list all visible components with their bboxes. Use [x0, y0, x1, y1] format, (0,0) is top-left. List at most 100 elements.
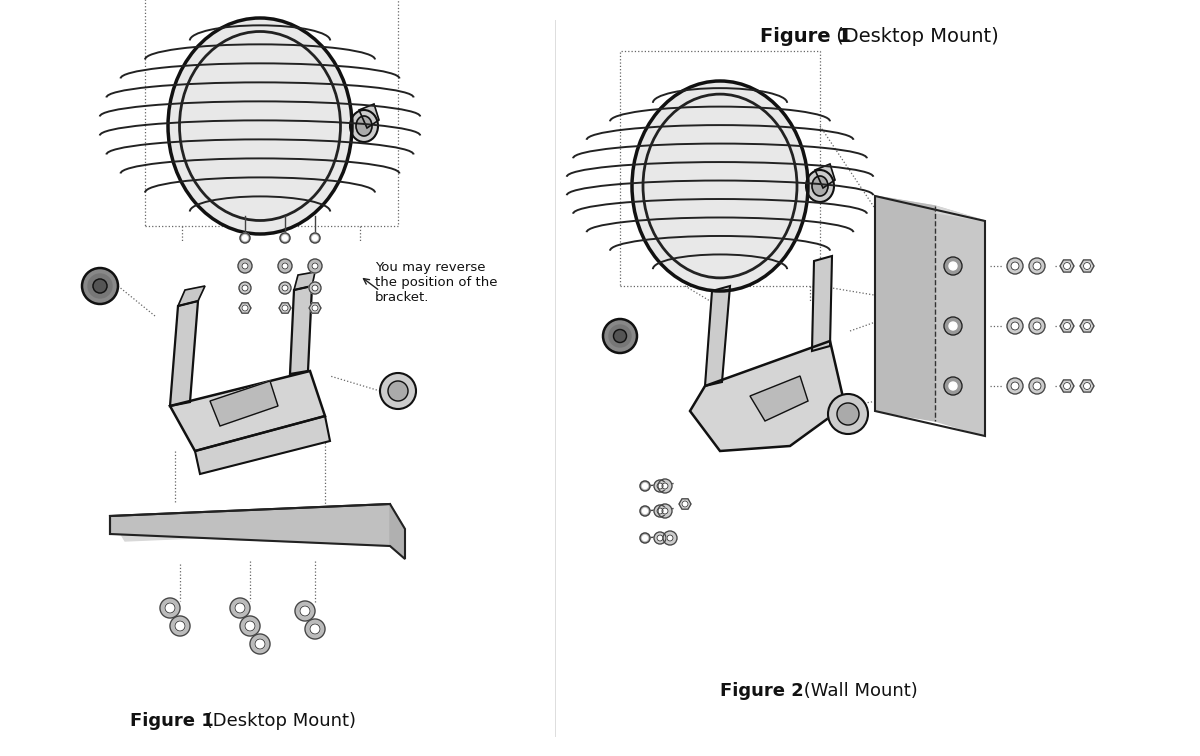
Circle shape	[278, 282, 292, 294]
Circle shape	[828, 394, 868, 434]
Circle shape	[682, 501, 688, 507]
Ellipse shape	[82, 268, 118, 304]
Text: (Desktop Mount): (Desktop Mount)	[830, 26, 998, 45]
Circle shape	[658, 479, 672, 493]
Circle shape	[662, 531, 677, 545]
Polygon shape	[239, 303, 251, 313]
Circle shape	[654, 505, 666, 517]
Circle shape	[1063, 323, 1070, 330]
Ellipse shape	[168, 18, 352, 234]
Polygon shape	[1080, 380, 1094, 392]
Circle shape	[278, 259, 292, 273]
Circle shape	[242, 236, 247, 240]
Circle shape	[658, 535, 662, 541]
Polygon shape	[290, 286, 312, 374]
Circle shape	[1010, 382, 1019, 390]
Circle shape	[300, 606, 310, 616]
Circle shape	[1007, 318, 1022, 334]
Circle shape	[312, 263, 318, 269]
Circle shape	[949, 262, 958, 270]
Polygon shape	[1060, 320, 1074, 332]
Circle shape	[944, 257, 962, 275]
Circle shape	[282, 236, 288, 240]
Circle shape	[642, 484, 648, 488]
Circle shape	[308, 259, 322, 273]
Circle shape	[642, 535, 648, 541]
Circle shape	[380, 373, 416, 409]
Polygon shape	[706, 286, 730, 386]
Circle shape	[1010, 322, 1019, 330]
Ellipse shape	[812, 176, 828, 196]
Circle shape	[658, 508, 662, 514]
Circle shape	[944, 377, 962, 395]
Circle shape	[1033, 322, 1042, 330]
Circle shape	[282, 263, 288, 269]
Circle shape	[640, 533, 650, 543]
Circle shape	[642, 509, 648, 513]
Circle shape	[1030, 258, 1045, 274]
Polygon shape	[935, 206, 985, 436]
Circle shape	[160, 598, 180, 618]
Circle shape	[388, 381, 408, 401]
Ellipse shape	[613, 330, 626, 342]
Circle shape	[242, 305, 248, 311]
Text: (Desktop Mount): (Desktop Mount)	[200, 712, 356, 730]
Polygon shape	[359, 104, 379, 128]
Circle shape	[170, 616, 190, 636]
Text: Figure 2: Figure 2	[720, 682, 804, 700]
Circle shape	[1007, 258, 1022, 274]
Circle shape	[240, 616, 260, 636]
Text: Figure 1: Figure 1	[130, 712, 214, 730]
Circle shape	[310, 282, 322, 294]
Polygon shape	[178, 286, 205, 306]
Polygon shape	[110, 504, 406, 541]
Circle shape	[175, 621, 185, 631]
Text: Figure 1: Figure 1	[760, 26, 851, 45]
Circle shape	[310, 233, 320, 243]
Circle shape	[640, 481, 650, 491]
Polygon shape	[390, 504, 406, 559]
Circle shape	[240, 233, 250, 243]
Polygon shape	[310, 303, 322, 313]
Circle shape	[295, 601, 314, 621]
Ellipse shape	[94, 279, 107, 293]
Circle shape	[658, 483, 662, 489]
Polygon shape	[750, 376, 808, 421]
Polygon shape	[1080, 260, 1094, 272]
Circle shape	[662, 508, 668, 514]
Circle shape	[230, 598, 250, 618]
Circle shape	[838, 403, 859, 425]
Circle shape	[949, 322, 958, 330]
Circle shape	[312, 285, 318, 291]
Circle shape	[1030, 318, 1045, 334]
Polygon shape	[679, 499, 691, 510]
Polygon shape	[194, 416, 330, 474]
Circle shape	[245, 621, 256, 631]
Circle shape	[235, 603, 245, 613]
Circle shape	[658, 504, 672, 518]
Polygon shape	[210, 381, 278, 426]
Circle shape	[640, 506, 650, 516]
Circle shape	[1063, 383, 1070, 389]
Circle shape	[250, 634, 270, 654]
Circle shape	[949, 382, 958, 390]
Circle shape	[667, 535, 673, 541]
Circle shape	[1063, 262, 1070, 269]
Circle shape	[1033, 382, 1042, 390]
Polygon shape	[812, 256, 832, 351]
Circle shape	[239, 282, 251, 294]
Circle shape	[1084, 383, 1091, 389]
Ellipse shape	[356, 116, 372, 136]
Circle shape	[166, 603, 175, 613]
Polygon shape	[110, 504, 390, 546]
Circle shape	[305, 619, 325, 639]
Polygon shape	[815, 164, 835, 188]
Polygon shape	[690, 341, 845, 451]
Circle shape	[282, 305, 288, 311]
Circle shape	[1033, 262, 1042, 270]
Polygon shape	[278, 303, 292, 313]
Circle shape	[238, 259, 252, 273]
Polygon shape	[170, 371, 325, 451]
Ellipse shape	[632, 81, 808, 291]
Circle shape	[1010, 262, 1019, 270]
